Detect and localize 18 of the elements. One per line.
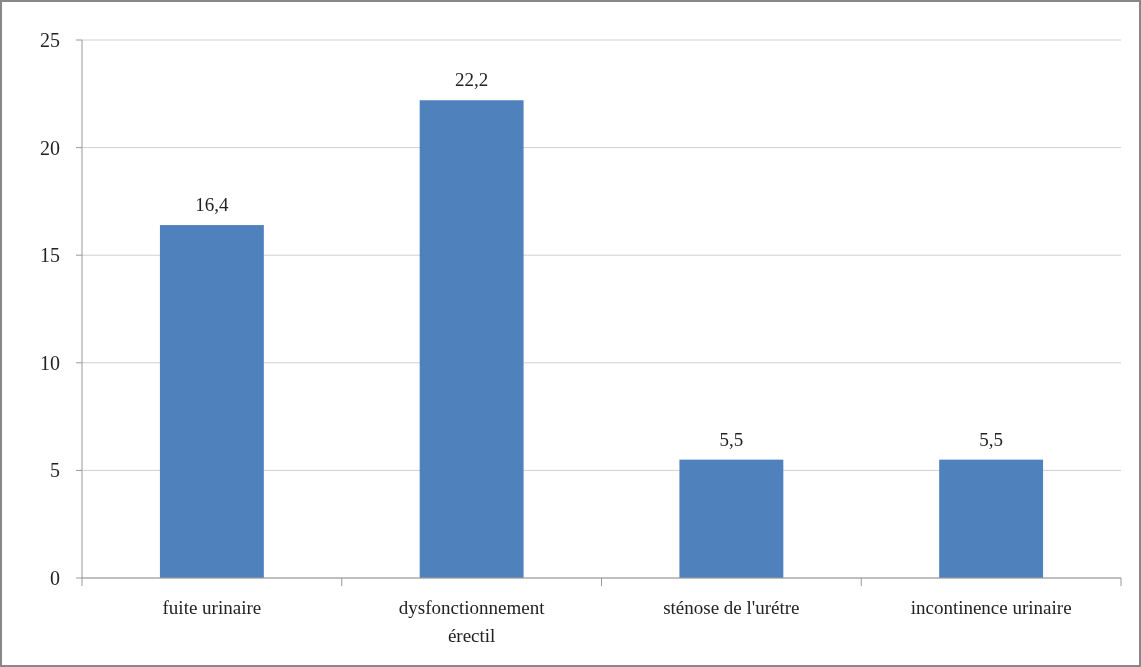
- bar: [939, 459, 1044, 578]
- x-tick-label: dysfonctionnement érectil: [398, 597, 546, 646]
- bar: [419, 100, 524, 578]
- x-tick-label: sténose de l'urétre: [663, 597, 800, 618]
- x-tick-label: fuite urinaire: [162, 597, 262, 618]
- y-tick-label: 5: [50, 459, 60, 482]
- x-tick-label: incontinence urinaire: [910, 597, 1072, 618]
- data-label: 5,5: [719, 428, 744, 450]
- bar: [159, 225, 264, 578]
- y-tick-label: 25: [40, 29, 60, 51]
- y-tick-label: 0: [50, 567, 60, 589]
- y-tick-label: 20: [40, 136, 60, 159]
- data-label: 16,4: [195, 194, 229, 216]
- bar: [679, 459, 784, 578]
- y-tick-label: 10: [40, 351, 60, 374]
- y-tick-label: 15: [40, 244, 60, 267]
- data-label: 22,2: [455, 69, 489, 91]
- data-label: 5,5: [979, 428, 1003, 450]
